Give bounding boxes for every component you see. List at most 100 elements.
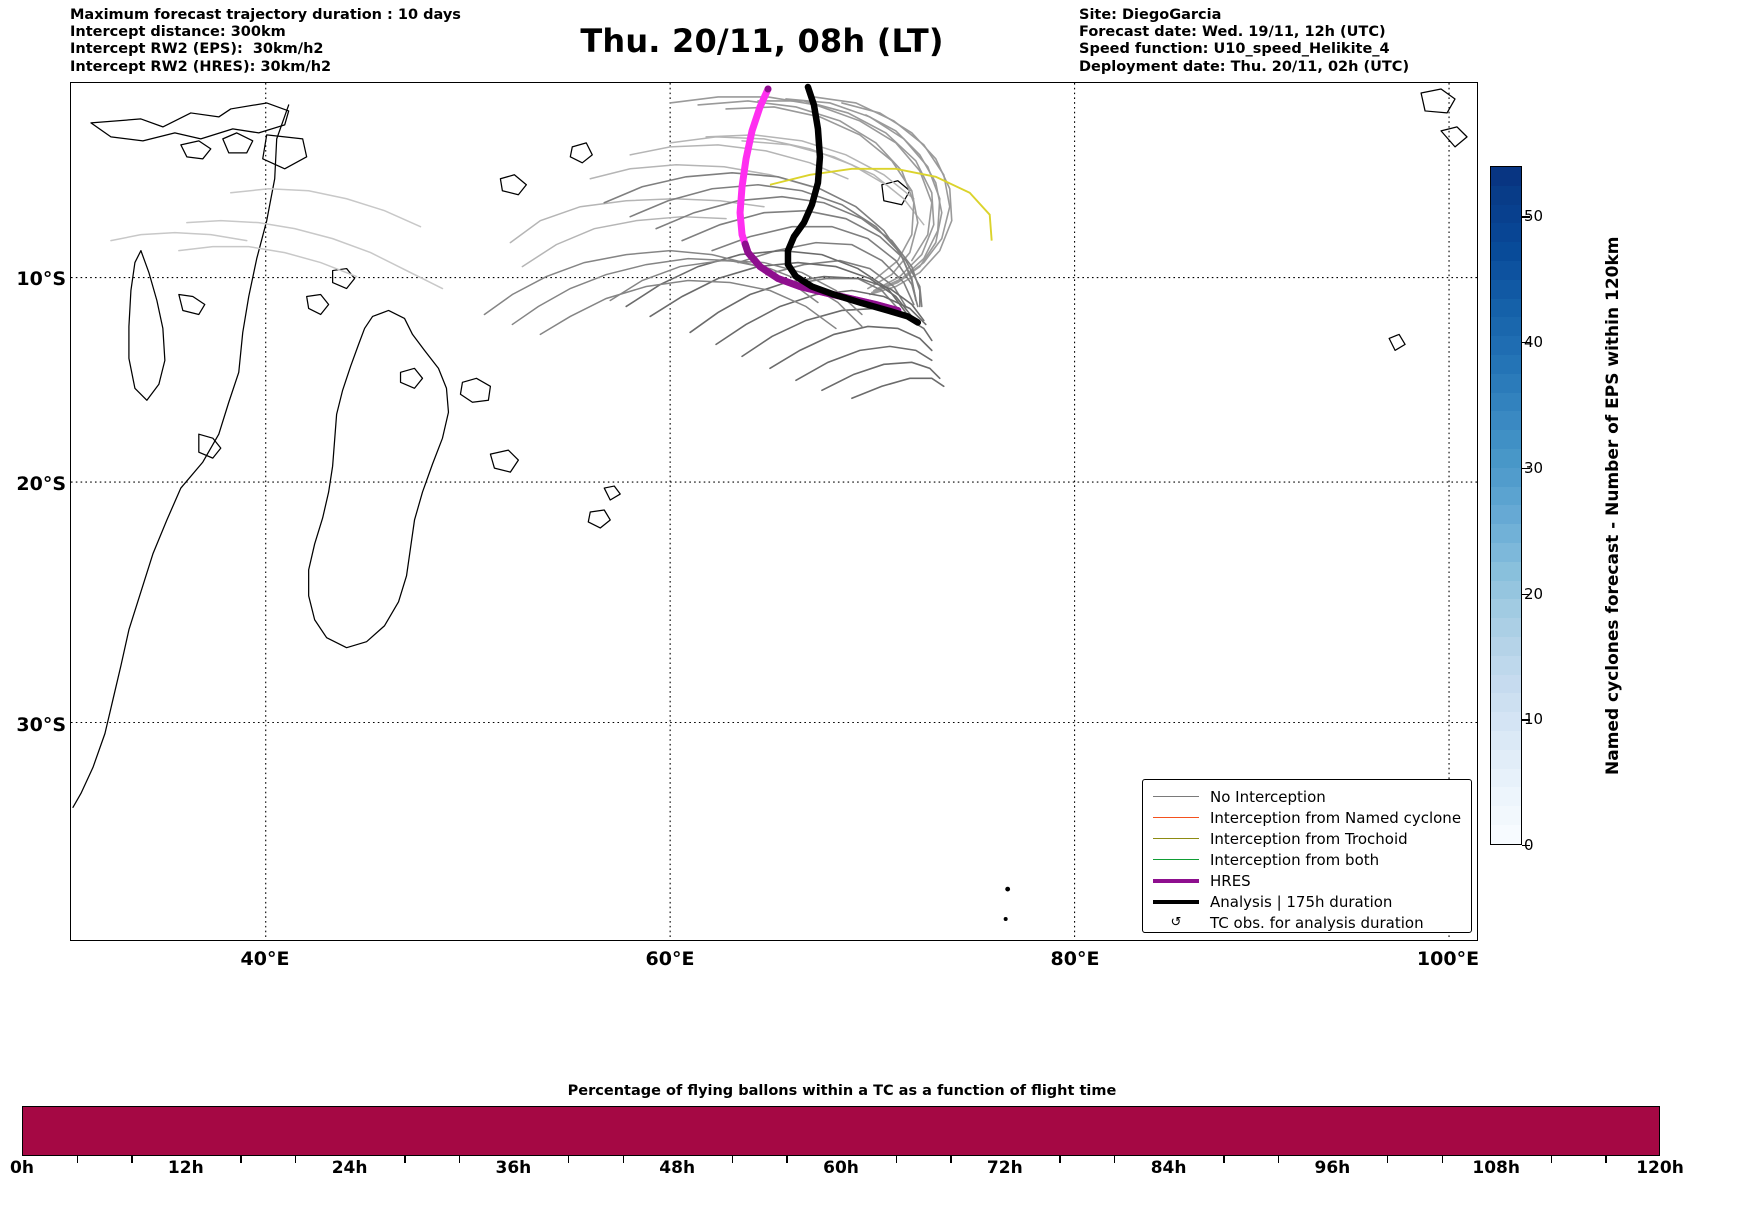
colorbar-ticklabel-0: 0 xyxy=(1524,836,1534,854)
timeline-minortick xyxy=(1605,1156,1607,1163)
legend-label-5: Analysis | 175h duration xyxy=(1210,892,1393,911)
timeline-ticklabel-8: 96h xyxy=(1314,1158,1351,1178)
legend-item-3[interactable]: Interception from both xyxy=(1143,849,1471,870)
page-title: Thu. 20/11, 08h (LT) xyxy=(580,22,944,60)
timeline-minortick xyxy=(1550,1156,1553,1163)
timeline-minortick xyxy=(458,1156,461,1163)
timeline-minortick xyxy=(240,1156,242,1163)
timeline-ticklabel-9: 108h xyxy=(1472,1158,1520,1178)
timeline-minortick xyxy=(731,1156,734,1163)
lon-tick-40e: 40°E xyxy=(240,948,290,970)
lon-tick-80e: 80°E xyxy=(1050,948,1100,970)
timeline-ticklabel-0: 0h xyxy=(10,1158,34,1178)
colorbar-tickline-0 xyxy=(1522,845,1530,847)
colorbar-segment-34 xyxy=(1491,806,1521,825)
legend-item-6[interactable]: ↺ TC obs. for analysis duration xyxy=(1143,912,1471,933)
timeline-minortick xyxy=(950,1156,952,1163)
colorbar-tickline-2 xyxy=(1522,593,1530,595)
colorbar-tickline-1 xyxy=(1522,719,1530,721)
legend-label-6: TC obs. for analysis duration xyxy=(1210,913,1424,932)
timeline-ticklabel-5: 60h xyxy=(823,1158,859,1178)
timeline-ticklabel-2: 24h xyxy=(331,1158,368,1178)
lat-tick-10s: 10°S xyxy=(16,268,66,290)
legend-item-5[interactable]: Analysis | 175h duration xyxy=(1143,891,1471,912)
header-right-line-3: Deployment date: Thu. 20/11, 02h (UTC) xyxy=(1079,58,1410,75)
timeline-minortick xyxy=(131,1156,133,1163)
eps-ensemble-tracks xyxy=(110,96,953,400)
timeline-ticklabel-3: 36h xyxy=(495,1158,532,1178)
header-left-line-3: Intercept RW2 (HRES): 30km/h2 xyxy=(70,58,332,75)
map-legend[interactable]: No Interception Interception from Named c… xyxy=(1142,779,1472,933)
map-canvas xyxy=(71,83,1477,940)
colorbar-segment-17 xyxy=(1491,486,1521,506)
colorbar-segment-11 xyxy=(1491,373,1521,393)
lon-tick-100e: 100°E xyxy=(1416,948,1480,970)
header-right-line-1: Forecast date: Wed. 19/11, 12h (UTC) xyxy=(1079,24,1386,41)
colorbar-segment-10 xyxy=(1491,354,1521,374)
lat-tick-30s: 30°S xyxy=(16,714,66,736)
colorbar-tickline-3 xyxy=(1522,467,1530,470)
colorbar-segment-15 xyxy=(1491,448,1521,468)
colorbar-segment-18 xyxy=(1491,505,1521,525)
colorbar-segment-16 xyxy=(1491,467,1521,487)
timeline-ticklabel-4: 48h xyxy=(659,1158,696,1178)
header-left-line-0: Maximum forecast trajectory duration : 1… xyxy=(70,7,461,23)
colorbar-segment-30 xyxy=(1491,730,1521,750)
legend-item-4[interactable]: HRES xyxy=(1143,870,1471,891)
colorbar-label: Named cyclones forecast - Number of EPS … xyxy=(1603,236,1623,776)
colorbar-segment-20 xyxy=(1491,542,1521,562)
legend-swatch-4 xyxy=(1153,878,1199,883)
timeline-title: Percentage of flying ballons within a TC… xyxy=(567,1083,1117,1099)
coastline-layer xyxy=(72,88,1468,808)
timeline-axes[interactable] xyxy=(22,1106,1660,1156)
colorbar-segment-23 xyxy=(1491,599,1521,619)
header-left-line-1: Intercept distance: 300km xyxy=(70,24,286,41)
colorbar-segment-2 xyxy=(1491,204,1521,224)
timeline-minortick xyxy=(1114,1156,1116,1163)
timeline-minortick xyxy=(1277,1156,1280,1163)
timeline-minortick xyxy=(76,1156,78,1163)
legend-item-1[interactable]: Interception from Named cyclone xyxy=(1143,807,1471,828)
colorbar-segment-3 xyxy=(1491,223,1521,243)
timeline-minortick xyxy=(1387,1156,1389,1163)
colorbar-segment-25 xyxy=(1491,636,1521,656)
colorbar[interactable] xyxy=(1490,166,1522,845)
legend-swatch-3 xyxy=(1153,859,1199,860)
timeline-ticklabel-10: 120h xyxy=(1636,1158,1684,1178)
colorbar-segment-12 xyxy=(1491,392,1521,412)
legend-swatch-0 xyxy=(1153,796,1199,797)
colorbar-segment-0 xyxy=(1491,167,1521,186)
lat-tick-20s: 20°S xyxy=(16,473,66,495)
colorbar-segment-33 xyxy=(1491,787,1521,807)
tc-obs-marker-icon: ↺ xyxy=(1170,915,1182,930)
colorbar-segment-13 xyxy=(1491,411,1521,431)
legend-label-4: HRES xyxy=(1210,871,1251,890)
legend-label-2: Interception from Trochoid xyxy=(1210,829,1408,848)
timeline-minortick xyxy=(1223,1156,1225,1163)
colorbar-segment-27 xyxy=(1491,674,1521,694)
legend-item-2[interactable]: Interception from Trochoid xyxy=(1143,828,1471,849)
timeline-ticklabel-1: 12h xyxy=(167,1158,204,1178)
colorbar-tickline-4 xyxy=(1522,342,1530,344)
colorbar-ticklabel-4: 40 xyxy=(1524,333,1544,352)
colorbar-tickline-5 xyxy=(1522,216,1530,218)
legend-label-0: No Interception xyxy=(1210,787,1326,806)
colorbar-ticklabel-3: 30 xyxy=(1524,458,1544,477)
colorbar-segment-9 xyxy=(1491,336,1521,355)
timeline-minortick xyxy=(1059,1156,1061,1163)
colorbar-segment-4 xyxy=(1491,242,1521,261)
legend-label-1: Interception from Named cyclone xyxy=(1210,808,1462,827)
timeline-minortick xyxy=(404,1156,406,1163)
legend-label-3: Interception from both xyxy=(1210,850,1380,869)
timeline-ticklabel-6: 72h xyxy=(986,1158,1023,1178)
colorbar-segment-19 xyxy=(1491,524,1521,543)
lon-tick-60e: 60°E xyxy=(645,948,695,970)
header-left-line-2: Intercept RW2 (EPS): 30km/h2 xyxy=(70,41,324,58)
timeline-minortick xyxy=(568,1156,570,1163)
colorbar-segment-28 xyxy=(1491,693,1521,713)
legend-item-0[interactable]: No Interception xyxy=(1143,786,1471,807)
colorbar-segment-14 xyxy=(1491,430,1521,449)
colorbar-segment-1 xyxy=(1491,185,1521,205)
legend-swatch-2 xyxy=(1153,838,1199,839)
colorbar-ticklabel-5: 50 xyxy=(1524,207,1544,226)
